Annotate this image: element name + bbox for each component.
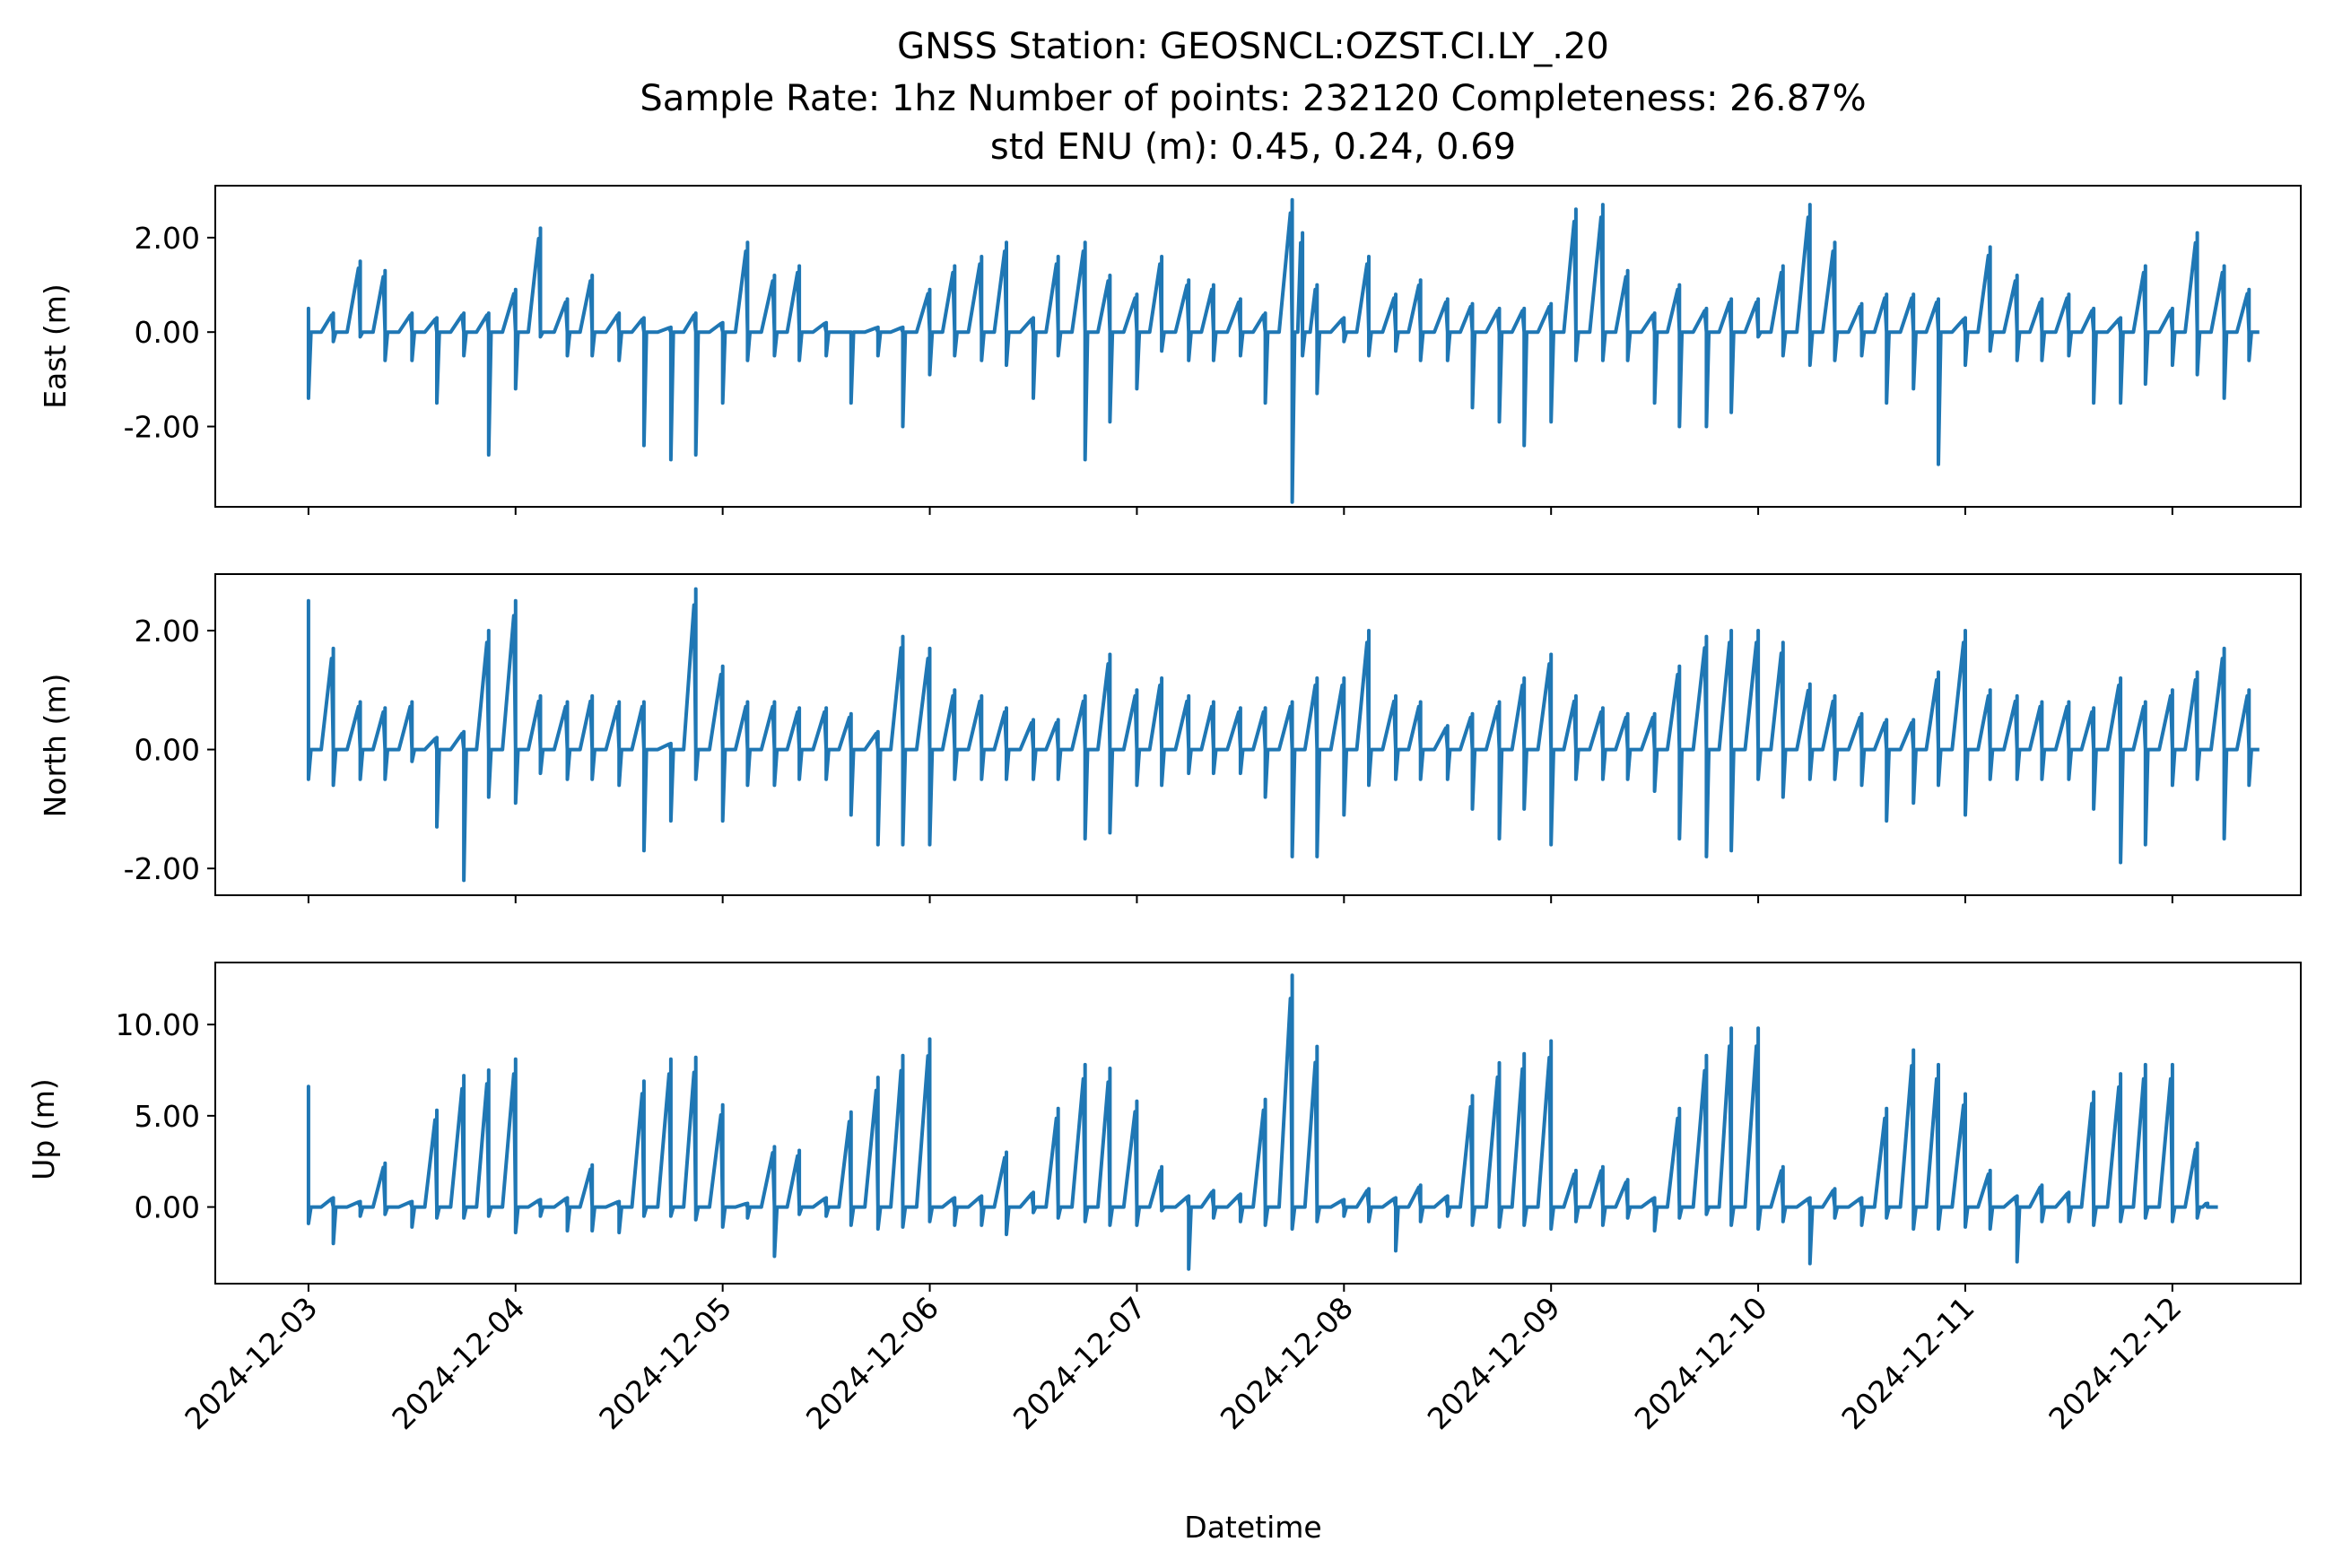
ylabel-north: North (m) [38,674,73,818]
series-line-up [306,973,2218,1271]
y-tick-label-north: -2.00 [124,851,200,886]
panel-north: North (m) 2.00 0.00 -2.00 [38,573,2302,903]
y-tick-label-north: 0.00 [135,733,200,768]
x-tick-label: 2024-12-10 [1628,1290,1774,1436]
y-tick-label-north: 2.00 [135,614,200,649]
axes-frame-north [214,573,2302,896]
title-line-sample-info: Sample Rate: 1hz Number of points: 23212… [640,78,1866,119]
x-tick-label: 2024-12-05 [592,1290,738,1436]
axes-frame-east [214,185,2302,508]
y-tick-label-east: 0.00 [135,315,200,350]
x-tick-label: 2024-12-08 [1214,1290,1360,1436]
x-tick-label: 2024-12-04 [385,1290,531,1436]
axes-frame-up [214,962,2302,1285]
y-tick-label-up: 0.00 [135,1190,200,1225]
y-tick-label-east: -2.00 [124,410,200,445]
panel-up: Up (m) 10.00 5.00 0.00 [26,962,2302,1292]
figure-title: GNSS Station: GEOSNCL:OZST.CI.LY_.20 Sam… [640,26,1866,168]
y-tick-label-up: 5.00 [135,1099,200,1134]
ylabel-up: Up (m) [26,1078,61,1180]
x-tick-label: 2024-12-06 [799,1290,945,1436]
title-line-station: GNSS Station: GEOSNCL:OZST.CI.LY_.20 [897,26,1609,67]
series-line-north [306,587,2260,883]
panel-east: East (m) 2.00 0.00 -2.00 [38,185,2302,515]
x-tick-label: 2024-12-09 [1421,1290,1567,1436]
x-tick-label: 2024-12-11 [1834,1290,1981,1436]
title-line-std-enu: std ENU (m): 0.45, 0.24, 0.69 [990,126,1516,168]
ylabel-east: East (m) [38,283,73,409]
y-tick-label-up: 10.00 [116,1007,200,1042]
x-tick-label: 2024-12-03 [178,1290,324,1436]
x-tick-labels: 2024-12-03 2024-12-04 2024-12-05 2024-12-06… [178,1290,2188,1436]
x-tick-label: 2024-12-07 [1006,1290,1153,1436]
xlabel-datetime: Datetime [1184,1510,1321,1545]
series-line-east [306,197,2260,504]
y-tick-label-east: 2.00 [135,221,200,256]
x-tick-label: 2024-12-12 [2042,1290,2188,1436]
